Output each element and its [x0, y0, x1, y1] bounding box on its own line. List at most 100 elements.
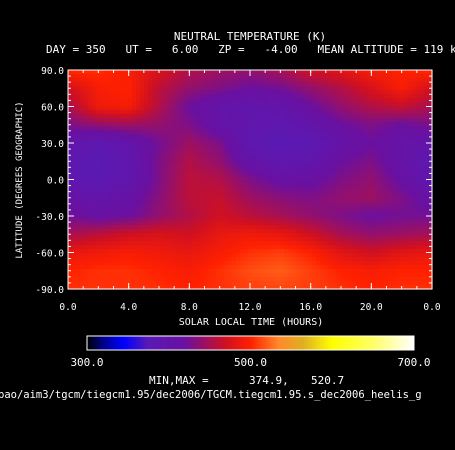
heatmap-cell: [308, 273, 313, 278]
heatmap-cell: [124, 133, 129, 139]
heatmap-cell: [356, 121, 361, 127]
heatmap-cell: [292, 165, 297, 171]
heatmap-cell: [148, 161, 153, 167]
heatmap-cell: [232, 285, 237, 290]
heatmap-cell: [152, 181, 157, 187]
heatmap-cell: [284, 257, 289, 262]
heatmap-cell: [340, 181, 345, 187]
heatmap-cell: [348, 85, 353, 91]
heatmap-cell: [380, 261, 385, 266]
heatmap-cell: [264, 253, 269, 258]
heatmap-cell: [400, 70, 405, 75]
heatmap-cell: [304, 253, 309, 258]
heatmap-cell: [112, 229, 117, 234]
heatmap-cell: [352, 121, 357, 127]
heatmap-cell: [156, 153, 161, 159]
heatmap-cell: [428, 121, 433, 127]
heatmap-cell: [284, 97, 289, 103]
heatmap-cell: [76, 177, 81, 183]
heatmap-cell: [88, 149, 93, 155]
heatmap-cell: [252, 205, 257, 210]
heatmap-cell: [188, 185, 193, 191]
heatmap-cell: [184, 261, 189, 266]
heatmap-cell: [204, 261, 209, 266]
heatmap-cell: [92, 157, 97, 163]
heatmap-cell: [252, 89, 257, 95]
heatmap-cell: [244, 145, 249, 151]
heatmap-cell: [284, 117, 289, 123]
heatmap-cell: [108, 137, 113, 143]
heatmap-cell: [400, 149, 405, 155]
heatmap-cell: [404, 113, 409, 119]
heatmap-cell: [288, 269, 293, 274]
heatmap-cell: [88, 77, 93, 83]
heatmap-cell: [68, 81, 73, 87]
heatmap-cell: [152, 73, 157, 79]
heatmap-cell: [312, 209, 317, 214]
heatmap-cell: [336, 277, 341, 282]
heatmap-cell: [68, 253, 73, 258]
heatmap-cell: [420, 70, 425, 75]
heatmap-cell: [428, 197, 433, 202]
heatmap-cell: [416, 233, 421, 238]
heatmap-cell: [168, 101, 173, 107]
heatmap-cell: [340, 145, 345, 151]
heatmap-cell: [244, 257, 249, 262]
heatmap-cell: [192, 113, 197, 119]
heatmap-cell: [120, 245, 125, 250]
heatmap-cell: [264, 213, 269, 218]
heatmap-cell: [204, 185, 209, 191]
heatmap-cell: [336, 157, 341, 163]
heatmap-cell: [212, 125, 217, 131]
heatmap-cell: [328, 133, 333, 139]
heatmap-cell: [276, 181, 281, 187]
heatmap-cell: [412, 117, 417, 123]
heatmap-cell: [152, 193, 157, 199]
heatmap-cell: [104, 145, 109, 151]
heatmap-cell: [276, 241, 281, 246]
heatmap-cell: [316, 213, 321, 218]
heatmap-cell: [352, 257, 357, 262]
heatmap-cell: [376, 177, 381, 183]
heatmap-cell: [152, 129, 157, 135]
heatmap-cell: [396, 205, 401, 210]
heatmap-cell: [248, 137, 253, 143]
heatmap-cell: [400, 249, 405, 254]
heatmap-cell: [96, 137, 101, 143]
heatmap-cell: [72, 285, 77, 290]
heatmap-cell: [236, 281, 241, 286]
heatmap-cell: [104, 249, 109, 254]
heatmap-cell: [164, 185, 169, 191]
heatmap-cell: [420, 209, 425, 214]
heatmap-cell: [80, 113, 85, 119]
heatmap-cell: [76, 265, 81, 270]
heatmap-cell: [240, 193, 245, 199]
heatmap-cell: [344, 193, 349, 199]
heatmap-cell: [100, 189, 105, 195]
heatmap-cell: [132, 261, 137, 266]
heatmap-cell: [216, 161, 221, 167]
heatmap-cell: [348, 245, 353, 250]
heatmap-cell: [112, 145, 117, 151]
heatmap-cell: [208, 141, 213, 147]
heatmap-cell: [184, 113, 189, 119]
heatmap-cell: [132, 153, 137, 159]
heatmap-cell: [408, 173, 413, 179]
heatmap-cell: [388, 269, 393, 274]
heatmap-cell: [224, 277, 229, 282]
heatmap-cell: [412, 205, 417, 210]
heatmap-cell: [136, 241, 141, 246]
heatmap-cell: [168, 205, 173, 210]
heatmap-cell: [164, 273, 169, 278]
heatmap-cell: [420, 261, 425, 266]
heatmap-cell: [168, 185, 173, 191]
heatmap-cell: [304, 81, 309, 87]
heatmap-cell: [148, 129, 153, 135]
heatmap-cell: [420, 93, 425, 99]
heatmap-cell: [256, 81, 261, 87]
heatmap-cell: [344, 113, 349, 119]
heatmap-cell: [332, 153, 337, 159]
heatmap-cell: [272, 213, 277, 218]
heatmap-cell: [264, 77, 269, 83]
heatmap-cell: [248, 181, 253, 187]
